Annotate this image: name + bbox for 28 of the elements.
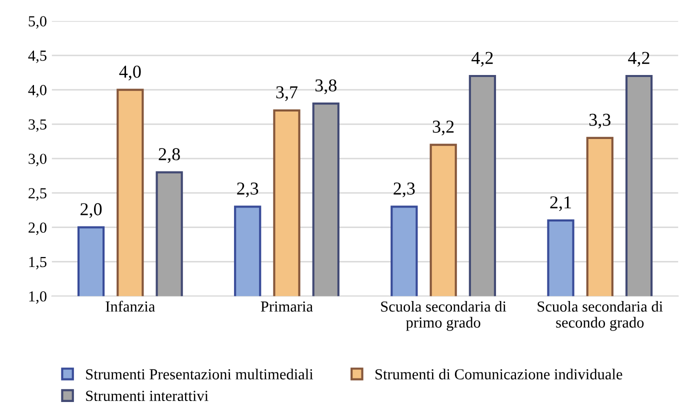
data-label: 2,3 — [394, 182, 415, 198]
y-tick-label: 2,0 — [28, 222, 46, 235]
y-tick-label: 1,0 — [29, 291, 46, 304]
data-label: 2,8 — [158, 148, 180, 163]
y-tick-label: 1,5 — [29, 256, 46, 270]
data-label: 3,2 — [432, 120, 454, 136]
y-tick-label: 2,5 — [28, 188, 46, 201]
x-tick-label: Infanzia — [106, 300, 155, 312]
y-tick-label: 5,0 — [28, 16, 46, 29]
y-tick-label: 3,0 — [28, 154, 46, 166]
data-label: 4,2 — [472, 52, 493, 67]
data-label: 2,0 — [80, 203, 102, 218]
data-label: 4,0 — [119, 66, 141, 80]
data-label: 4,2 — [628, 52, 650, 67]
legend-label: Strumenti di Comunicazione individuale — [376, 368, 622, 380]
data-label: 3,3 — [589, 114, 610, 129]
legend-label: Strumenti interattivi — [86, 390, 208, 402]
y-tick-label: 4,5 — [28, 50, 46, 64]
x-tick-label: Scuola secondaria di primo grado — [381, 300, 506, 331]
legend-label: Strumenti Presentazioni multimediali — [86, 368, 314, 380]
x-tick-label: Scuola secondaria di secondo grado — [538, 300, 663, 331]
data-label: 3,7 — [276, 86, 298, 102]
data-label: 2,1 — [550, 196, 571, 212]
data-label: 2,3 — [237, 182, 258, 198]
x-tick-label: Primaria — [260, 301, 313, 312]
y-tick-label: 4,0 — [28, 84, 46, 98]
y-tick-label: 3,5 — [28, 119, 46, 132]
data-label: 3,8 — [315, 79, 336, 94]
